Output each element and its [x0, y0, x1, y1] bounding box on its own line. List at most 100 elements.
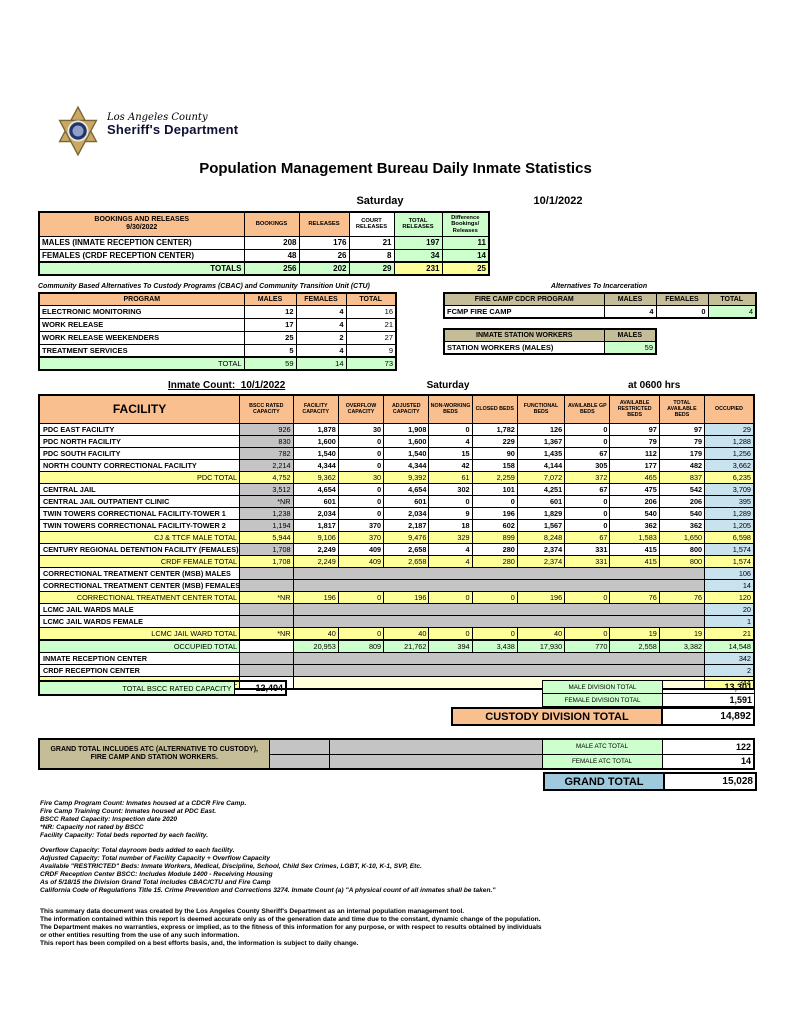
col-total: TOTAL — [345, 292, 397, 306]
bscc-capacity-cell: 4,752 — [239, 470, 294, 484]
bscc-capacity-cell: 830 — [239, 434, 294, 448]
occupied-cell: 1 — [704, 614, 755, 628]
value-cell: 1,817 — [292, 518, 339, 532]
bscc-capacity-cell: 3,512 — [239, 482, 294, 496]
occupied-cell: 1,256 — [704, 446, 755, 460]
bookings-subtitle: 9/30/2022 — [126, 224, 158, 232]
value-cell: 0 — [337, 434, 385, 448]
facility-name-cell: TWIN TOWERS CORRECTIONAL FACILITY-TOWER … — [38, 518, 241, 532]
merged-band-cell — [292, 566, 706, 580]
value-cell: 370 — [337, 530, 385, 544]
value-cell: 97 — [658, 422, 706, 436]
footnote-line: California Code of Regulations Title 15.… — [40, 887, 496, 894]
facility-row-pdc-east-facility: PDC EAST FACILITY 926 1,878 30 1,908 0 1,782 12… — [38, 422, 755, 436]
male-division-label: MALE DIVISION TOTAL — [542, 680, 663, 694]
occupied-cell: 1,205 — [704, 518, 755, 532]
value-cell: 7,072 — [516, 470, 566, 484]
facility-row-pdc-north-facility: PDC NORTH FACILITY 830 1,600 0 1,600 4 229 1,36… — [38, 434, 755, 448]
value-cell: 9,362 — [292, 470, 339, 484]
program-label: ELECTRONIC MONITORING — [38, 304, 245, 319]
gray-cell — [268, 738, 330, 755]
value-cell: 4,251 — [516, 482, 566, 496]
value-cell: 196 — [471, 506, 518, 520]
value-cell: 601 — [383, 494, 430, 508]
footnote-line: As of 5/18/15 the Division Grand Total i… — [40, 879, 271, 886]
division-totals: MALE DIVISION TOTAL 13,301 FEMALE DIVISI… — [451, 680, 755, 726]
value-cell: 112 — [609, 446, 660, 460]
total-value: 21 — [345, 317, 397, 332]
occupied-cell: 6,235 — [704, 470, 755, 484]
difference-total: 25 — [441, 261, 490, 276]
releases-value: 26 — [298, 248, 350, 263]
male-atc-value: 122 — [661, 738, 755, 755]
value-cell: 899 — [471, 530, 518, 544]
gray-band — [328, 753, 543, 770]
value-cell: 9,106 — [292, 530, 339, 544]
facility-row-lcmc-jail-wards-male: LCMC JAIL WARDS MALE 20 — [38, 602, 755, 616]
occupied-cell: 1,288 — [704, 434, 755, 448]
facility-row-occupied-total: OCCUPIED TOTAL 20,953 809 21,762 394 3,438 17,… — [38, 638, 755, 653]
value-cell: 0 — [471, 590, 518, 604]
value-cell: 2,558 — [609, 638, 660, 653]
value-cell: 76 — [658, 590, 706, 604]
facility-row-north-county-correctional-facility: NORTH COUNTY CORRECTIONAL FACILITY 2,214 4… — [38, 458, 755, 472]
bookings-value: 208 — [243, 235, 300, 250]
col-non-working-beds: NON-WORKING BEDS — [428, 394, 473, 424]
value-cell: 0 — [337, 506, 385, 520]
value-cell: 602 — [471, 518, 518, 532]
value-cell: 76 — [609, 590, 660, 604]
fire-camp-label: FCMP FIRE CAMP — [443, 304, 605, 319]
value-cell: 0 — [564, 494, 611, 508]
custody-division-value: 14,892 — [661, 707, 755, 726]
col-occupied: OCCUPIED — [704, 394, 755, 424]
totals-label: TOTALS — [38, 261, 245, 276]
col-females: FEMALES — [655, 292, 709, 306]
weekday-label: Saturday — [426, 380, 470, 391]
grand-total-label: GRAND TOTAL — [543, 772, 665, 791]
value-cell: 30 — [337, 422, 385, 436]
value-cell: 8,248 — [516, 530, 566, 544]
col-facility-capacity: FACILITY CAPACITY — [292, 394, 339, 424]
facility-row-twin-towers-correctional-facility-tower-2: TWIN TOWERS CORRECTIONAL FACILITY-TOWER … — [38, 518, 755, 532]
value-cell: 30 — [337, 470, 385, 484]
value-cell: 15 — [428, 446, 473, 460]
total-value: 9 — [345, 343, 397, 358]
cbac-row: TREATMENT SERVICES 5 4 9 — [38, 343, 397, 358]
col-total-releases: TOTAL RELEASES — [393, 211, 443, 237]
value-cell: 540 — [609, 506, 660, 520]
facility-caption: Inmate Count: 10/1/2022 Saturday at 0600… — [38, 380, 755, 393]
value-cell: 1,600 — [383, 434, 430, 448]
station-workers-value: 59 — [603, 340, 657, 355]
disclaimer-line: or other entities resulting from the use… — [40, 932, 240, 939]
value-cell: 0 — [564, 506, 611, 520]
footnotes-group-2: Overflow Capacity: Total dayroom beds ad… — [40, 847, 495, 895]
value-cell: 40 — [383, 626, 430, 640]
female-atc-row: FEMALE ATC TOTAL 14 — [39, 753, 755, 770]
footnote-line: CRDF Reception Center BSCC: Includes Mod… — [40, 871, 273, 878]
male-division-value: 13,301 — [662, 680, 755, 694]
value-cell: 1,782 — [471, 422, 518, 436]
value-cell: 3,438 — [471, 638, 518, 653]
col-males: MALES — [243, 292, 297, 306]
station-workers-header-row: INMATE STATION WORKERS MALES — [443, 328, 657, 342]
grand-total: 73 — [345, 356, 397, 371]
male-division-row: MALE DIVISION TOTAL 13,301 — [542, 680, 755, 694]
value-cell: 2,249 — [292, 542, 339, 556]
program-label: TREATMENT SERVICES — [38, 343, 245, 358]
bscc-capacity-cell: 5,944 — [239, 530, 294, 544]
inmate-count-label: Inmate Count: 10/1/2022 — [168, 380, 286, 391]
value-cell: 196 — [383, 590, 430, 604]
males-value: 17 — [243, 317, 297, 332]
facility-name-cell: CENTURY REGIONAL DETENTION FACILITY (FEM… — [38, 542, 241, 556]
bottom-totals: TOTAL BSCC RATED CAPACITY 12,404 MALE DI… — [38, 680, 755, 726]
value-cell: 1,567 — [516, 518, 566, 532]
females-value: 0 — [655, 304, 709, 319]
bookings-totals-row: TOTALS 256 202 29 231 25 — [38, 261, 490, 276]
facility-name-cell: LCMC JAIL WARDS FEMALE — [38, 614, 241, 628]
col-overflow-capacity: OVERFLOW CAPACITY — [337, 394, 385, 424]
value-cell: 4,344 — [383, 458, 430, 472]
bscc-capacity-cell — [239, 578, 294, 592]
ati-title: Alternatives To Incarceration — [550, 283, 648, 290]
value-cell: 40 — [516, 626, 566, 640]
count-time-label: at 0600 hrs — [628, 380, 681, 391]
